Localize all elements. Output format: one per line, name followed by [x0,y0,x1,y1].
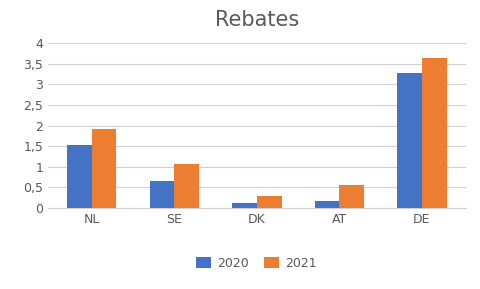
Bar [149,181,174,208]
Bar [232,203,257,208]
Bar [397,73,422,208]
Bar [67,145,92,208]
Legend: 2020, 2021: 2020, 2021 [192,252,322,275]
Bar [174,164,199,208]
Bar [257,196,282,208]
Title: Rebates: Rebates [215,10,299,30]
Bar [422,58,446,208]
Bar [314,201,339,208]
Bar [339,185,364,208]
Bar [92,129,117,208]
